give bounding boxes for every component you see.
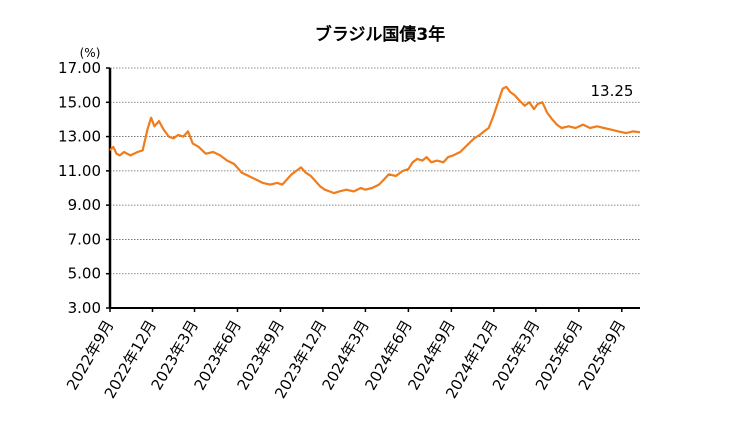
- y-tick-label: 13.00: [58, 128, 101, 146]
- gridlines: [110, 67, 640, 275]
- series-group: [109, 85, 641, 195]
- y-tick-label: 11.00: [58, 162, 101, 180]
- y-tick-labels: 17.00 15.00 13.00 11.00 9.00 7.00 5.00 3.00: [58, 59, 101, 317]
- y-tick-label: 5.00: [68, 265, 101, 283]
- y-unit-label: (%): [80, 46, 101, 60]
- series-line: [109, 85, 641, 195]
- y-tick-label: 15.00: [58, 93, 101, 111]
- latest-value-annotation: 13.25: [591, 82, 634, 100]
- chart-title: ブラジル国債3年: [315, 24, 446, 45]
- axes: [106, 67, 640, 312]
- y-tick-label: 3.00: [68, 299, 101, 317]
- y-tick-label: 17.00: [58, 59, 101, 77]
- y-tick-label: 9.00: [68, 196, 101, 214]
- x-tick-labels: 2022年9月2022年12月2023年3月2023年6月2023年9月2023…: [63, 317, 629, 402]
- y-tick-label: 7.00: [68, 230, 101, 248]
